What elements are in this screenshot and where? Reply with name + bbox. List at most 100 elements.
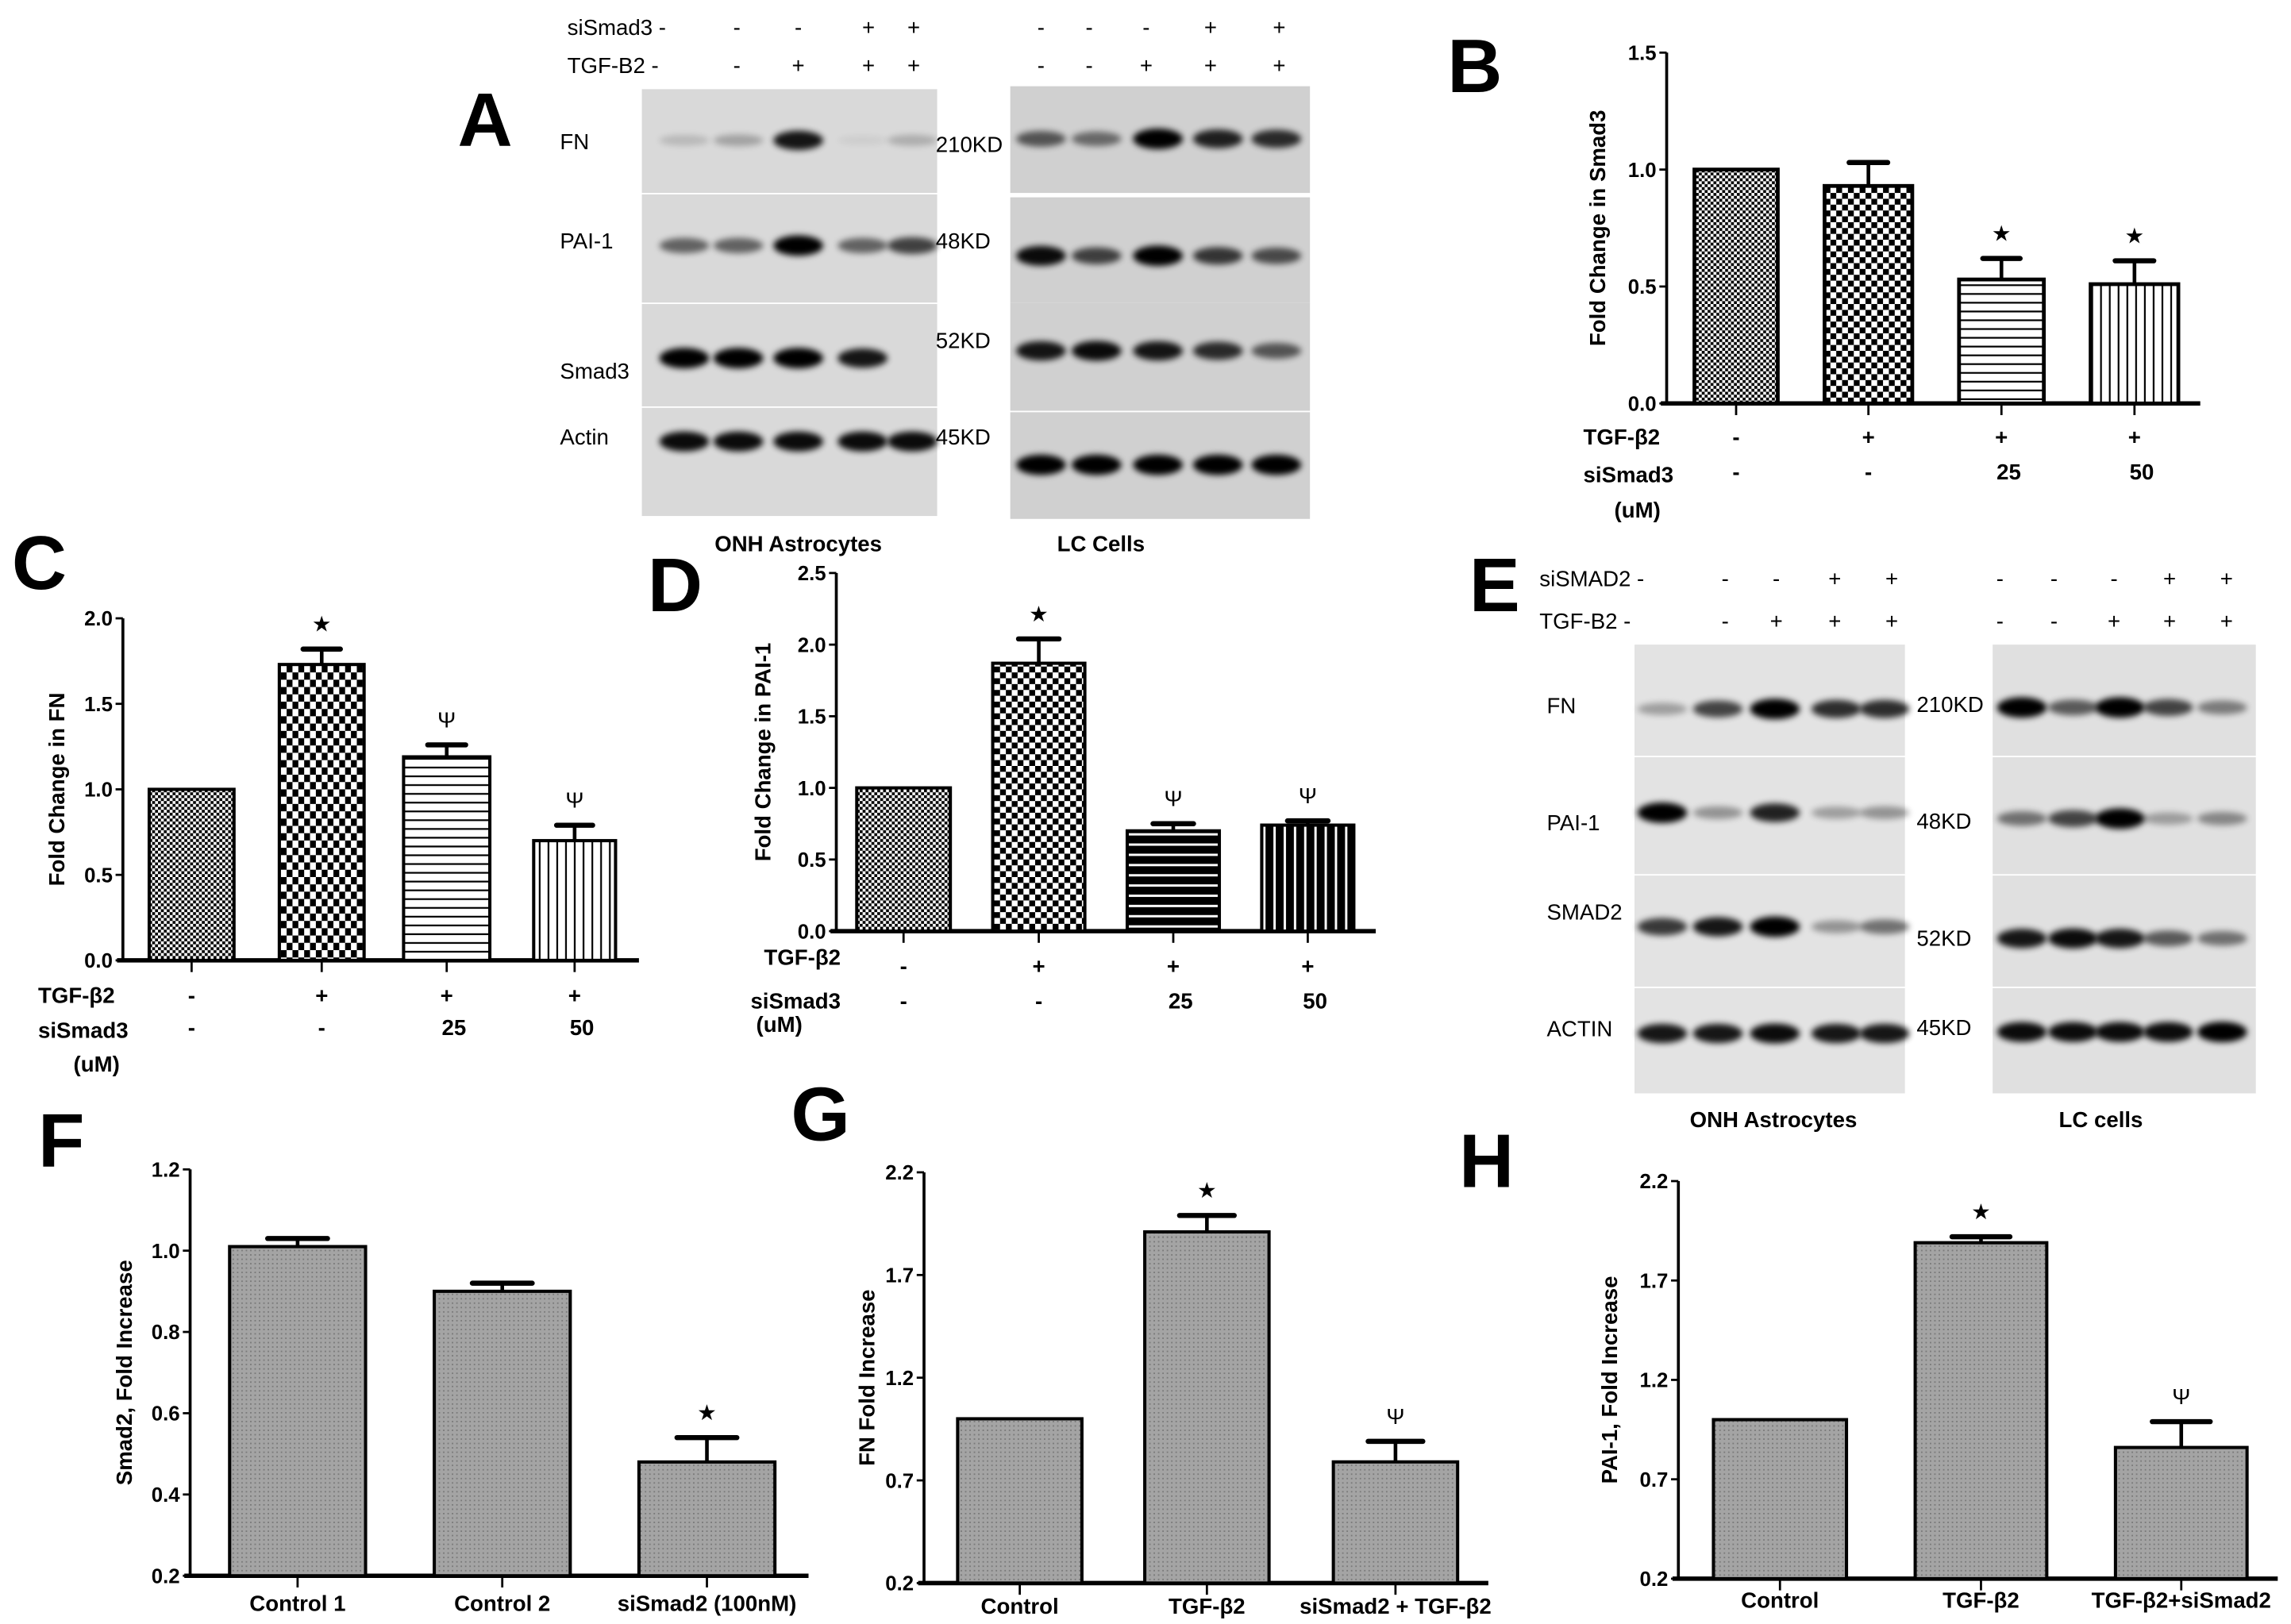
lane-treatment-left: + [1828, 609, 1841, 633]
blot-strip [641, 407, 938, 517]
protein-label: PAI-1 [1547, 810, 1600, 835]
condition-value: + [1301, 953, 1314, 978]
bar [1913, 1241, 2049, 1580]
molecular-weight-label: 48KD [936, 229, 991, 253]
protein-band [1692, 917, 1743, 937]
protein-label: SMAD2 [1547, 899, 1623, 924]
protein-band [713, 237, 764, 253]
protein-band [1133, 129, 1183, 149]
lane-treatment-left: + [862, 15, 875, 40]
protein-band [887, 237, 938, 255]
bar [956, 1417, 1084, 1585]
blot-panel-e: siSMAD2 - - - + + - - - + + TGF-B2 - - + + + - - + + + FN PAI… [1539, 566, 2256, 1132]
chart-f: F 0.2 0.4 0.6 0.8 1.0 1.2 Smad2, Fold Increase ★… [38, 1099, 809, 1615]
condition-value: 25 [1169, 989, 1193, 1014]
protein-band [1692, 806, 1743, 820]
lane-treatment-right: - [2050, 609, 2058, 633]
protein-band [2048, 1022, 2098, 1042]
significance-star: ★ [312, 612, 332, 637]
protein-band [2197, 811, 2247, 825]
protein-band [1072, 454, 1122, 475]
bar [2089, 282, 2181, 406]
molecular-weight-label: 52KD [1916, 926, 1971, 951]
bar [855, 786, 953, 933]
protein-band [1072, 247, 1122, 264]
y-tick-label: 1.5 [798, 706, 826, 729]
lane-treatment-right: + [2220, 609, 2233, 633]
bar [1331, 1460, 1460, 1585]
y-tick-label: 1.0 [152, 1241, 180, 1263]
protein-band [659, 348, 710, 369]
y-tick-label: 0.2 [152, 1565, 180, 1587]
protein-band [837, 135, 888, 145]
condition-value: - [188, 983, 195, 1007]
condition-unit: (uM) [74, 1052, 120, 1076]
protein-band [1251, 247, 1302, 264]
y-tick-label: 0.7 [1640, 1469, 1669, 1491]
protein-label: Actin [560, 425, 608, 449]
bar [1143, 1230, 1271, 1585]
y-tick-label: 1.0 [1628, 160, 1657, 182]
cell-type-label: LC cells [2059, 1107, 2143, 1132]
lane-treatment-left: + [907, 53, 920, 78]
protein-label: FN [560, 129, 589, 154]
protein-band [2143, 930, 2193, 947]
blot-panel-a: siSmad3 - - - + + - - - + + TGF-B2 - - + + + - - + + + FN PAI… [560, 15, 1311, 556]
protein-band [1750, 916, 1800, 937]
bar [2113, 1445, 2249, 1580]
condition-value: 25 [1996, 460, 2021, 484]
protein-band [659, 237, 710, 253]
x-category-label: siSmad2 + TGF-β2 [1300, 1594, 1492, 1618]
condition-row-label: TGF-β2 [1584, 425, 1661, 449]
protein-band [1811, 920, 1862, 933]
significance-psi: Ψ [437, 707, 456, 732]
y-tick-label: 2.5 [798, 563, 826, 585]
x-category-label: TGF-β2 [1169, 1594, 1246, 1618]
bar [1823, 183, 1915, 406]
chart-c: C 0.0 0.5 1.0 1.5 2.0 Fold Change in FN ★ Ψ Ψ TGF-… [12, 521, 639, 1076]
protein-band [1072, 131, 1122, 147]
protein-label: Smad3 [560, 359, 629, 383]
y-axis-label: Fold Change in PAI-1 [751, 643, 776, 862]
lane-treatment-right: + [1273, 53, 1285, 78]
treatment-row-label: TGF-B2 - [568, 53, 659, 78]
y-tick-label: 2.0 [84, 608, 113, 630]
lane-treatment-left: - [734, 53, 741, 78]
chart-g: G 0.2 0.7 1.2 1.7 2.2 FN Fold Increase ★ Ψ Contro… [791, 1072, 1491, 1618]
y-axis-label: Smad2, Fold Increase [112, 1260, 137, 1485]
protein-band [887, 431, 938, 452]
significance-star: ★ [1992, 221, 2012, 245]
significance-star: ★ [1029, 602, 1049, 626]
lane-treatment-right: - [1038, 15, 1045, 40]
y-tick-label: 1.5 [1628, 43, 1657, 65]
treatment-row-label: siSMAD2 - [1539, 566, 1644, 591]
bar [1260, 823, 1356, 933]
condition-value: - [188, 1015, 195, 1040]
protein-band [1750, 803, 1800, 822]
protein-band [1750, 1023, 1800, 1044]
lane-treatment-right: - [1085, 53, 1092, 78]
chart-b: B 0.0 0.5 1.0 1.5 Fold Change in Smad3 ★ ★ TGF-β… [1447, 24, 2201, 522]
protein-band [713, 348, 764, 369]
lane-treatment-right: - [2050, 566, 2058, 591]
x-category-label: TGF-β2+siSmad2 [2092, 1588, 2271, 1613]
bar-charts: B 0.0 0.5 1.0 1.5 Fold Change in Smad3 ★ ★ TGF-β… [12, 24, 2278, 1618]
protein-band [2048, 699, 2098, 716]
y-tick-label: 0.2 [885, 1573, 914, 1595]
protein-band [1859, 1023, 1910, 1044]
cell-type-label: ONH Astrocytes [714, 531, 882, 556]
lane-treatment-left: - [1722, 566, 1729, 591]
lane-treatment-right: - [1996, 609, 2004, 633]
protein-band [837, 348, 888, 368]
protein-band [2095, 929, 2145, 949]
condition-value: + [568, 983, 581, 1007]
protein-band [1251, 454, 1302, 475]
significance-psi: Ψ [1299, 783, 1317, 808]
treatment-row-label: siSmad3 - [568, 15, 666, 40]
protein-band [1859, 806, 1910, 820]
lane-treatment-right: + [2163, 566, 2176, 591]
western-blots: siSmad3 - - - + + - - - + + TGF-B2 - - + + + - - + + + FN PAI… [560, 15, 2256, 1132]
lane-treatment-left: - [734, 15, 741, 40]
protein-band [1692, 1023, 1743, 1044]
